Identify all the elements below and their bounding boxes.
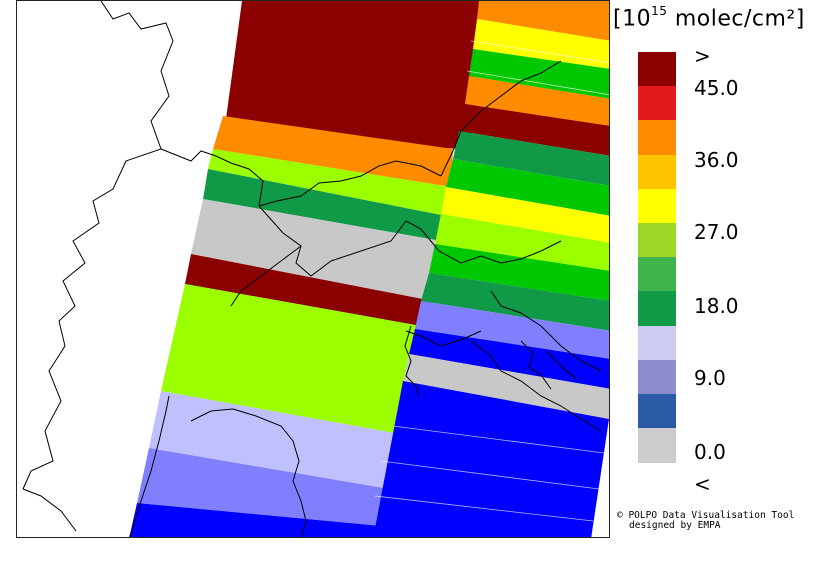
- swath-pixel: [161, 284, 421, 436]
- swath-pixel: [129, 503, 381, 537]
- swath-pixel: [203, 169, 446, 241]
- swath-pixel: [185, 254, 433, 326]
- legend-tick-label: 27.0: [694, 220, 739, 244]
- swath-pixel: [373, 381, 609, 537]
- legend-swatch: [638, 120, 676, 156]
- legend-tick-label: 45.0: [694, 76, 739, 100]
- swath-pixel: [459, 104, 609, 156]
- country-borders: [22, 1, 602, 537]
- swath-pixel: [415, 301, 609, 359]
- legend-swatch: [638, 257, 676, 292]
- unit-exponent: 15: [651, 4, 668, 18]
- legend-tick-label: <: [694, 472, 711, 496]
- unit-suffix: molec/cm²]: [667, 6, 805, 32]
- legend-tick-label: 18.0: [694, 294, 739, 318]
- swath-pixel: [223, 1, 479, 149]
- swath-pixel: [435, 214, 609, 271]
- map-panel: [16, 0, 610, 538]
- legend-swatch: [638, 359, 676, 395]
- unit-prefix: [10: [613, 6, 652, 32]
- unit-label: [1015 molec/cm²]: [613, 4, 805, 32]
- legend-tick-label: 0.0: [694, 440, 726, 464]
- swath-pixel: [149, 391, 411, 491]
- swath: [129, 1, 609, 537]
- swath-pixel: [403, 354, 609, 419]
- map-canvas: [22, 1, 609, 537]
- credit-text: © POLPO Data Visualisation Tool designed…: [617, 511, 794, 531]
- legend-swatch: [638, 428, 676, 463]
- legend-swatch: [638, 188, 676, 224]
- swath-pixel: [191, 199, 441, 301]
- swath-pixel: [409, 329, 609, 389]
- swath-pixel: [421, 273, 609, 331]
- swath-pixel: [441, 187, 609, 243]
- swath-pixel: [473, 19, 609, 69]
- legend-swatch: [638, 154, 676, 190]
- swath-pixel: [453, 131, 609, 186]
- legend-tick-label: >: [694, 44, 711, 68]
- credit-line-1: © POLPO Data Visualisation Tool: [617, 510, 795, 521]
- swath-pixel: [465, 76, 609, 126]
- legend-tick-label: 36.0: [694, 148, 739, 172]
- legend-tick-label: 9.0: [694, 366, 726, 390]
- legend-swatch: [638, 52, 676, 87]
- swath-pixel: [446, 159, 609, 216]
- legend-swatch: [638, 325, 676, 361]
- legend-swatch: [638, 86, 676, 121]
- legend-swatch: [638, 394, 676, 429]
- swath-pixel: [213, 116, 453, 187]
- credit-line-2: designed by EMPA: [629, 520, 721, 531]
- legend-swatch: [638, 291, 676, 327]
- swath-pixel: [137, 448, 401, 526]
- swath-pixel: [477, 1, 609, 41]
- legend-swatch: [638, 223, 676, 258]
